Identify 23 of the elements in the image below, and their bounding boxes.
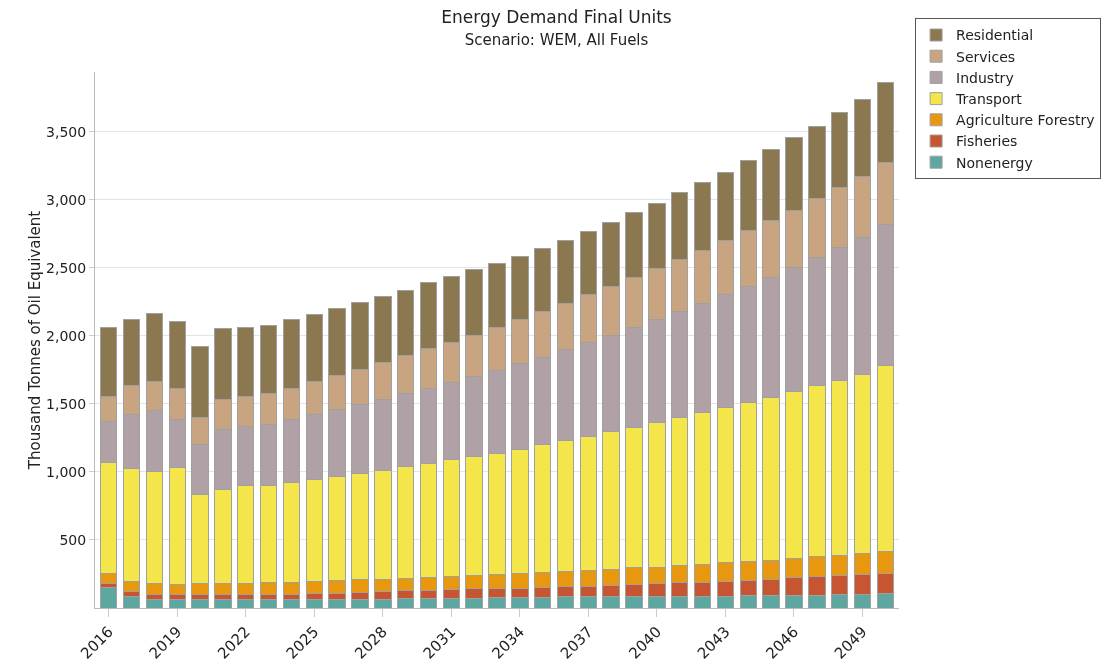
- bar: [99, 587, 118, 608]
- chart-title: Energy Demand Final Units: [441, 7, 672, 28]
- legend-label: Industry: [956, 69, 1014, 86]
- chart-subtitle: Scenario: WEM, All Fuels: [464, 31, 649, 50]
- legend-label: Services: [956, 48, 1016, 65]
- y-tick-label: 1,500: [46, 395, 87, 412]
- legend-label: Transport: [955, 91, 1023, 108]
- y-tick-label: 3,000: [46, 191, 87, 208]
- bar: [191, 599, 209, 608]
- legend-label: Fisheries: [956, 133, 1018, 150]
- legend-label: Agriculture Forestry: [956, 112, 1095, 129]
- bar: [122, 596, 141, 608]
- legend-label: Residential: [956, 27, 1034, 44]
- y-tick-label: 2,500: [46, 259, 87, 276]
- y-tick-label: 2,000: [46, 327, 87, 344]
- bar: [214, 599, 232, 608]
- bar: [168, 599, 186, 608]
- y-tick-label: 500: [59, 531, 87, 548]
- y-axis-title: Thousand Tonnes of Oil Equivalent: [26, 210, 45, 471]
- y-tick-label: 1,000: [46, 463, 87, 480]
- legend-label: Nonenergy: [956, 154, 1033, 171]
- y-tick-label: 3,500: [46, 123, 87, 140]
- bar: [237, 599, 255, 608]
